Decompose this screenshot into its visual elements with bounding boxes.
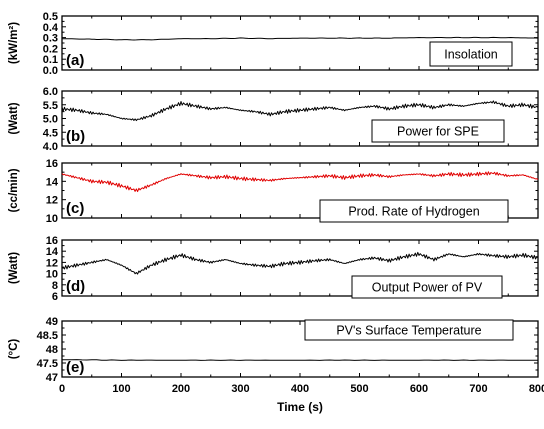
panel-letter: (e) bbox=[66, 359, 84, 376]
panel-letter: (a) bbox=[66, 52, 84, 69]
y-axis-label: (Watt) bbox=[8, 252, 20, 284]
y-tick-label: 14 bbox=[46, 246, 59, 258]
x-tick-label: 500 bbox=[350, 383, 368, 395]
y-tick-label: 48 bbox=[46, 344, 58, 356]
legend-text: Power for SPE bbox=[397, 125, 479, 139]
legend-text: Output Power of PV bbox=[372, 281, 483, 295]
panel-letter: (d) bbox=[66, 278, 85, 295]
panel-2: 4.0 4.55.0 5.5 6.0 (Watt) (b) Power for SPE bbox=[8, 86, 539, 153]
y-tick-label: 12 bbox=[46, 195, 58, 207]
legend-box bbox=[304, 319, 514, 341]
y-tick-label: 14 bbox=[46, 176, 59, 188]
x-axis-label: Time (s) bbox=[277, 400, 323, 414]
panel-5: 47 47.5 48 48.5 49 (°C) (e) PV's Surface Temper… bbox=[8, 316, 544, 414]
legend-box bbox=[429, 41, 513, 67]
x-tick-label: 400 bbox=[291, 383, 309, 395]
y-tick-label: 48.5 bbox=[37, 330, 58, 342]
y-tick-label: 8 bbox=[52, 280, 58, 292]
y-tick-label: 0.2 bbox=[43, 43, 58, 55]
y-tick-label: 10 bbox=[46, 213, 58, 225]
y-axis-label: (°C) bbox=[8, 339, 20, 360]
legend-text: PV's Surface Temperature bbox=[336, 324, 481, 338]
y-tick-label: 6.0 bbox=[43, 86, 58, 98]
y-tick-label: 10 bbox=[46, 269, 58, 281]
x-tick-label: 800 bbox=[529, 383, 544, 395]
y-tick-label: 47.5 bbox=[37, 358, 58, 370]
x-tick-label: 100 bbox=[112, 383, 130, 395]
y-tick-label: 49 bbox=[46, 316, 58, 328]
series-line bbox=[62, 36, 539, 41]
series-line bbox=[61, 100, 539, 122]
legend-box bbox=[351, 275, 503, 299]
y-tick-label: 4.5 bbox=[43, 127, 58, 139]
y-axis-label: (Watt) bbox=[8, 102, 20, 134]
series-line bbox=[61, 251, 539, 275]
legend-text: Insolation bbox=[444, 48, 498, 62]
legend-box bbox=[319, 199, 509, 223]
y-tick-label: 5.5 bbox=[43, 100, 58, 112]
y-tick-label: 16 bbox=[46, 235, 58, 247]
y-axis-label: (cc/min) bbox=[8, 168, 20, 212]
panel-letter: (b) bbox=[66, 128, 85, 145]
x-tick-label: 0 bbox=[59, 383, 65, 395]
panel-letter: (c) bbox=[66, 200, 84, 217]
y-tick-label: 12 bbox=[46, 257, 58, 269]
series-line bbox=[61, 359, 539, 361]
y-tick-label: 47 bbox=[46, 372, 58, 384]
y-tick-label: 0.0 bbox=[43, 65, 58, 77]
panel-3: 10 12 14 16 (cc/min) (c) Prod. Rate of Hydroge… bbox=[8, 158, 539, 225]
y-tick-label: 0.1 bbox=[43, 54, 58, 66]
y-tick-label: 16 bbox=[46, 158, 58, 170]
x-tick-label: 600 bbox=[410, 383, 428, 395]
x-tick-label: 200 bbox=[172, 383, 190, 395]
series-line bbox=[61, 171, 539, 193]
y-tick-label: 5.0 bbox=[43, 114, 58, 126]
x-tick-label: 700 bbox=[469, 383, 487, 395]
legend-box bbox=[371, 119, 505, 143]
y-tick-label: 0.5 bbox=[43, 11, 58, 23]
panel-1: 0.00.10.20.30.40.5 (kW/m²) (a) Insolation bbox=[8, 11, 539, 77]
x-tick-label: 300 bbox=[231, 383, 249, 395]
legend-text: Prod. Rate of Hydrogen bbox=[348, 205, 479, 219]
y-tick-label: 6 bbox=[52, 291, 58, 303]
y-tick-label: 4.0 bbox=[43, 141, 58, 153]
y-tick-label: 0.4 bbox=[43, 22, 59, 34]
y-axis-label: (kW/m²) bbox=[8, 22, 20, 64]
y-tick-label: 0.3 bbox=[43, 33, 58, 45]
